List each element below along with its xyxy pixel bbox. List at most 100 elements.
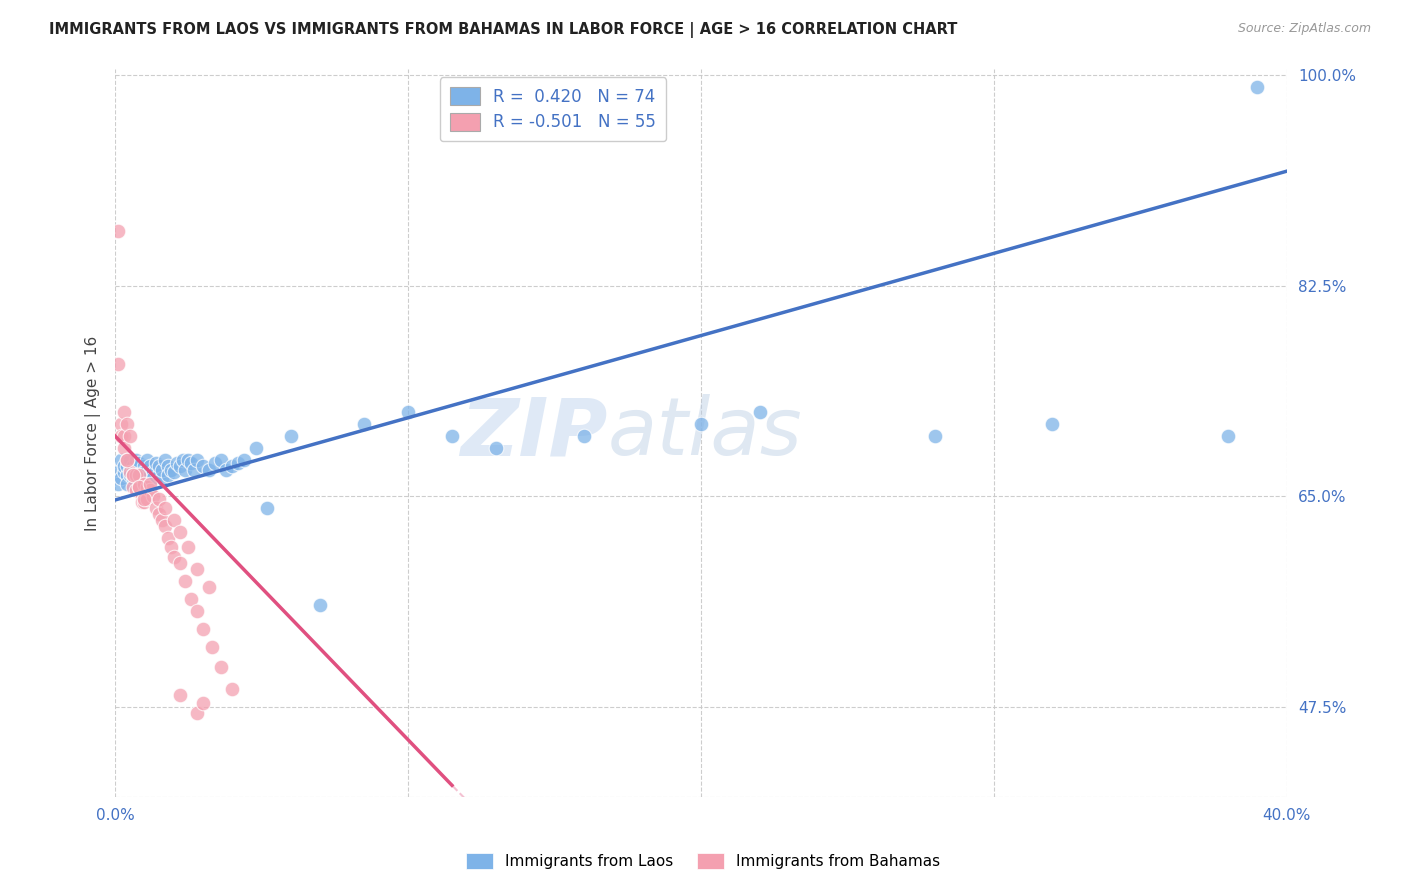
Point [163, 513, 186, 527]
Point [115, 453, 138, 467]
Point [145, 456, 167, 470]
Point [186, 561, 208, 575]
Point [353, 417, 375, 431]
Point [191, 622, 214, 636]
Point [280, 429, 302, 443]
Point [1042, 417, 1064, 431]
Point [134, 465, 156, 479]
Y-axis label: In Labor Force | Age > 16: In Labor Force | Age > 16 [86, 335, 101, 531]
Point [180, 456, 202, 470]
Point [131, 467, 153, 482]
Point [180, 591, 202, 606]
Point [134, 459, 156, 474]
Point [174, 574, 197, 588]
Point [112, 465, 135, 479]
Point [572, 429, 595, 443]
Point [309, 598, 332, 612]
Point [233, 453, 256, 467]
Point [139, 459, 162, 474]
Point [112, 429, 135, 443]
Point [169, 688, 191, 702]
Point [148, 508, 170, 522]
Point [107, 357, 129, 371]
Point [118, 429, 141, 443]
Point [121, 467, 143, 482]
Point [209, 660, 232, 674]
Point [186, 706, 208, 720]
Legend: R =  0.420   N = 74, R = -0.501   N = 55: R = 0.420 N = 74, R = -0.501 N = 55 [440, 78, 666, 141]
Point [150, 471, 173, 485]
Point [209, 453, 232, 467]
Point [221, 681, 243, 696]
Text: ZIP: ZIP [460, 394, 607, 472]
Point [191, 459, 214, 474]
Point [142, 471, 165, 485]
Point [136, 480, 159, 494]
Legend: Immigrants from Laos, Immigrants from Bahamas: Immigrants from Laos, Immigrants from Ba… [460, 847, 946, 875]
Point [110, 417, 132, 431]
Point [156, 532, 179, 546]
Text: IMMIGRANTS FROM LAOS VS IMMIGRANTS FROM BAHAMAS IN LABOR FORCE | AGE > 16 CORREL: IMMIGRANTS FROM LAOS VS IMMIGRANTS FROM … [49, 22, 957, 38]
Point [139, 467, 162, 482]
Point [156, 459, 179, 474]
Point [177, 453, 200, 467]
Point [148, 459, 170, 474]
Point [198, 463, 221, 477]
Point [121, 459, 143, 474]
Point [110, 429, 132, 443]
Point [150, 463, 173, 477]
Point [107, 224, 129, 238]
Point [125, 453, 148, 467]
Point [221, 459, 243, 474]
Point [186, 453, 208, 467]
Point [226, 456, 249, 470]
Point [125, 463, 148, 477]
Point [204, 456, 226, 470]
Point [118, 463, 141, 477]
Point [128, 480, 150, 494]
Point [153, 501, 176, 516]
Point [121, 471, 143, 485]
Point [131, 495, 153, 509]
Point [115, 453, 138, 467]
Point [131, 465, 153, 479]
Point [166, 456, 188, 470]
Point [134, 495, 156, 509]
Point [134, 477, 156, 491]
Point [125, 467, 148, 482]
Point [396, 405, 419, 419]
Point [186, 604, 208, 618]
Point [110, 471, 132, 485]
Point [110, 453, 132, 467]
Point [690, 417, 713, 431]
Point [191, 697, 214, 711]
Point [1246, 79, 1268, 94]
Point [134, 491, 156, 506]
Point [924, 429, 946, 443]
Point [128, 456, 150, 470]
Point [136, 463, 159, 477]
Point [172, 453, 194, 467]
Point [177, 540, 200, 554]
Point [112, 405, 135, 419]
Point [139, 483, 162, 498]
Point [163, 549, 186, 564]
Point [169, 459, 191, 474]
Point [148, 491, 170, 506]
Point [107, 465, 129, 479]
Point [145, 501, 167, 516]
Point [174, 463, 197, 477]
Point [160, 540, 183, 554]
Point [198, 580, 221, 594]
Point [125, 483, 148, 498]
Text: Source: ZipAtlas.com: Source: ZipAtlas.com [1237, 22, 1371, 36]
Point [121, 465, 143, 479]
Point [128, 480, 150, 494]
Point [115, 477, 138, 491]
Point [118, 453, 141, 467]
Point [131, 489, 153, 503]
Point [115, 459, 138, 474]
Point [485, 441, 508, 455]
Text: atlas: atlas [607, 394, 801, 472]
Point [112, 459, 135, 474]
